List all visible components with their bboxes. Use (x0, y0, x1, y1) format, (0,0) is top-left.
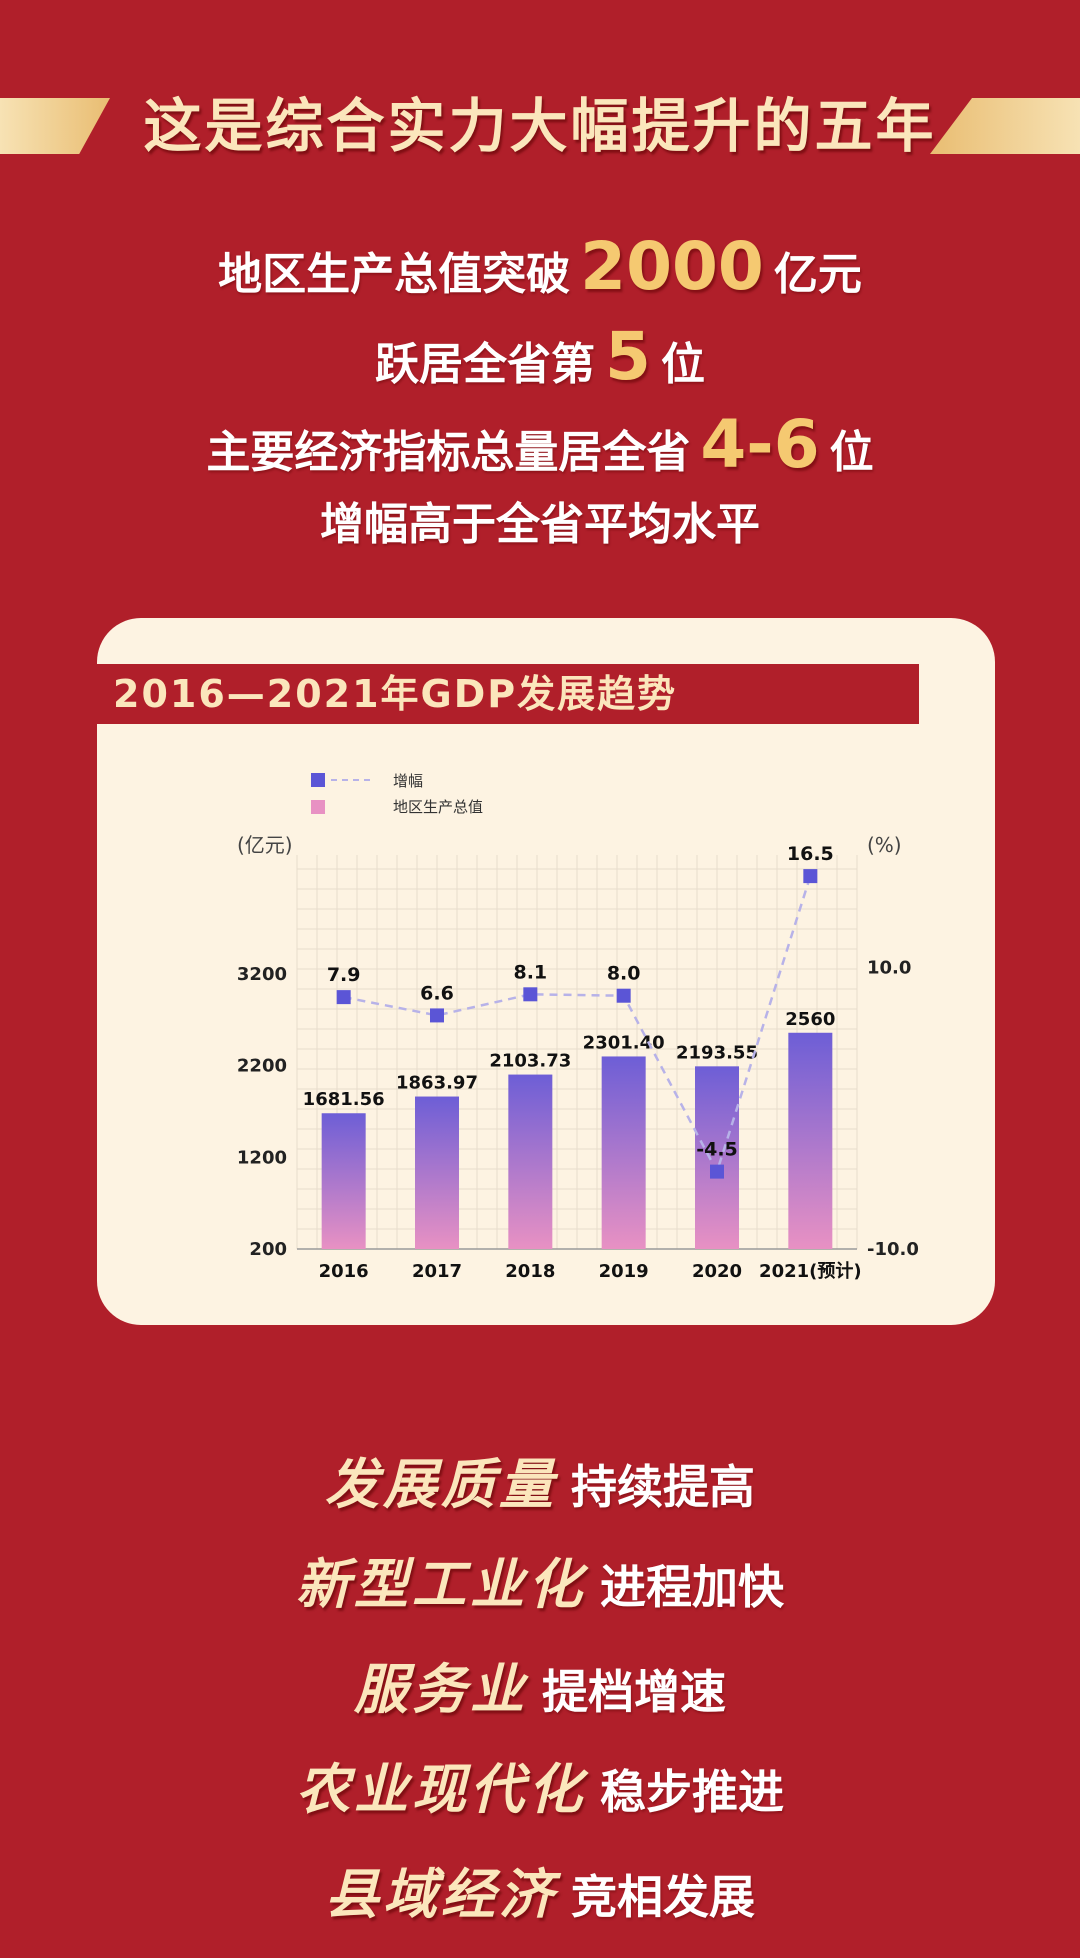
slogan-1: 发展质量 持续提高 (0, 1440, 1080, 1519)
slogan-4: 农业现代化 稳步推进 (0, 1745, 1080, 1824)
growth-value-label: 16.5 (787, 843, 834, 865)
slogan-5: 县域经济 竞相发展 (0, 1850, 1080, 1929)
right-axis-tick: 10.0 (867, 958, 911, 979)
bar-value-label: 1681.56 (303, 1089, 385, 1110)
page-title: 这是综合实力大幅提升的五年 (143, 92, 937, 160)
bar-gdp (415, 1096, 459, 1249)
bar-gdp (321, 1113, 366, 1249)
slogan-2-text: 进程加快 (600, 1560, 784, 1614)
growth-marker (803, 869, 818, 884)
headline-indicators: 主要经济指标总量居全省 4-6 位 (0, 406, 1080, 483)
slogan-4-text: 稳步推进 (600, 1765, 784, 1819)
right-axis-tick: -10.0 (867, 1239, 919, 1260)
headline-indicators-post: 位 (829, 427, 874, 478)
bar-value-label: 1863.97 (396, 1073, 478, 1094)
legend-swatch-gdp (311, 800, 325, 814)
bar-value-label: 2103.73 (489, 1051, 571, 1072)
growth-value-label: -4.5 (696, 1139, 738, 1161)
headline-rank-pre: 跃居全省第 (375, 339, 596, 390)
bar-gdp (788, 1032, 833, 1249)
slogan-2-keyword: 新型工业化 (296, 1552, 586, 1616)
chart-card: 2016—2021年GDP发展趋势 增幅地区生产总值 (亿元) (%) 200 1200… (97, 618, 995, 1325)
slogan-4-keyword: 农业现代化 (296, 1757, 586, 1821)
growth-value-label: 8.0 (607, 963, 641, 985)
slogan-3-keyword: 服务业 (354, 1657, 528, 1721)
headline-rank-post: 位 (660, 339, 705, 390)
headline-gdp-pre: 地区生产总值突破 (218, 249, 571, 300)
headline-gdp-number: 2000 (580, 228, 764, 305)
growth-marker (616, 988, 631, 1003)
headline-growth: 增幅高于全省平均水平 (0, 488, 1080, 552)
left-axis-unit: (亿元) (237, 833, 293, 857)
headline-growth-text: 增幅高于全省平均水平 (320, 499, 760, 550)
slogan-3-text: 提档增速 (542, 1665, 726, 1719)
x-axis-tick: 2021(预计) (759, 1260, 862, 1282)
left-axis-tick: 1200 (237, 1147, 287, 1168)
headline-indicators-pre: 主要经济指标总量居全省 (206, 427, 691, 478)
x-axis-tick: 2020 (692, 1261, 742, 1282)
right-axis-unit: (%) (867, 833, 902, 857)
growth-line (343, 875, 812, 1175)
legend-label-gdp: 地区生产总值 (393, 798, 483, 816)
growth-marker (710, 1164, 724, 1179)
growth-marker (523, 987, 538, 1002)
legend-label-growth: 增幅 (393, 772, 423, 790)
x-axis-tick: 2017 (412, 1261, 462, 1282)
growth-value-label: 6.6 (420, 982, 454, 1004)
headline-gdp: 地区生产总值突破 2000 亿元 (0, 228, 1080, 305)
slogan-1-keyword: 发展质量 (325, 1452, 557, 1516)
bar-gdp (695, 1066, 739, 1249)
headline-gdp-post: 亿元 (773, 249, 862, 300)
left-axis-tick: 200 (249, 1239, 287, 1260)
left-axis-tick: 3200 (237, 964, 287, 985)
title-bar: 这是综合实力大幅提升的五年 (0, 90, 1080, 162)
left-axis-tick: 2200 (237, 1056, 287, 1077)
growth-value-label: 7.9 (327, 964, 361, 986)
headline-rank: 跃居全省第 5 位 (0, 318, 1080, 395)
headline-rank-number: 5 (605, 318, 651, 395)
slogan-5-text: 竞相发展 (571, 1870, 755, 1924)
x-axis-tick: 2018 (505, 1261, 555, 1282)
bar-value-label: 2560 (785, 1009, 835, 1030)
growth-value-label: 8.1 (513, 961, 547, 983)
slogan-2: 新型工业化 进程加快 (0, 1540, 1080, 1619)
headline-indicators-number: 4-6 (700, 406, 820, 483)
slogan-3: 服务业 提档增速 (0, 1645, 1080, 1724)
legend-marker-growth (311, 773, 325, 787)
slogan-5-keyword: 县域经济 (325, 1862, 557, 1926)
slogan-1-text: 持续提高 (571, 1460, 755, 1514)
x-axis-tick: 2019 (599, 1261, 649, 1282)
x-axis-tick: 2016 (319, 1261, 369, 1282)
growth-marker (336, 990, 351, 1005)
chart-card-header: 2016—2021年GDP发展趋势 (97, 664, 919, 724)
bar-value-label: 2301.40 (583, 1032, 665, 1053)
bar-value-label: 2193.55 (676, 1042, 758, 1063)
bar-gdp (508, 1074, 553, 1249)
growth-marker (430, 1008, 444, 1023)
bar-gdp (601, 1056, 646, 1249)
chart-title: 2016—2021年GDP发展趋势 (113, 672, 678, 716)
